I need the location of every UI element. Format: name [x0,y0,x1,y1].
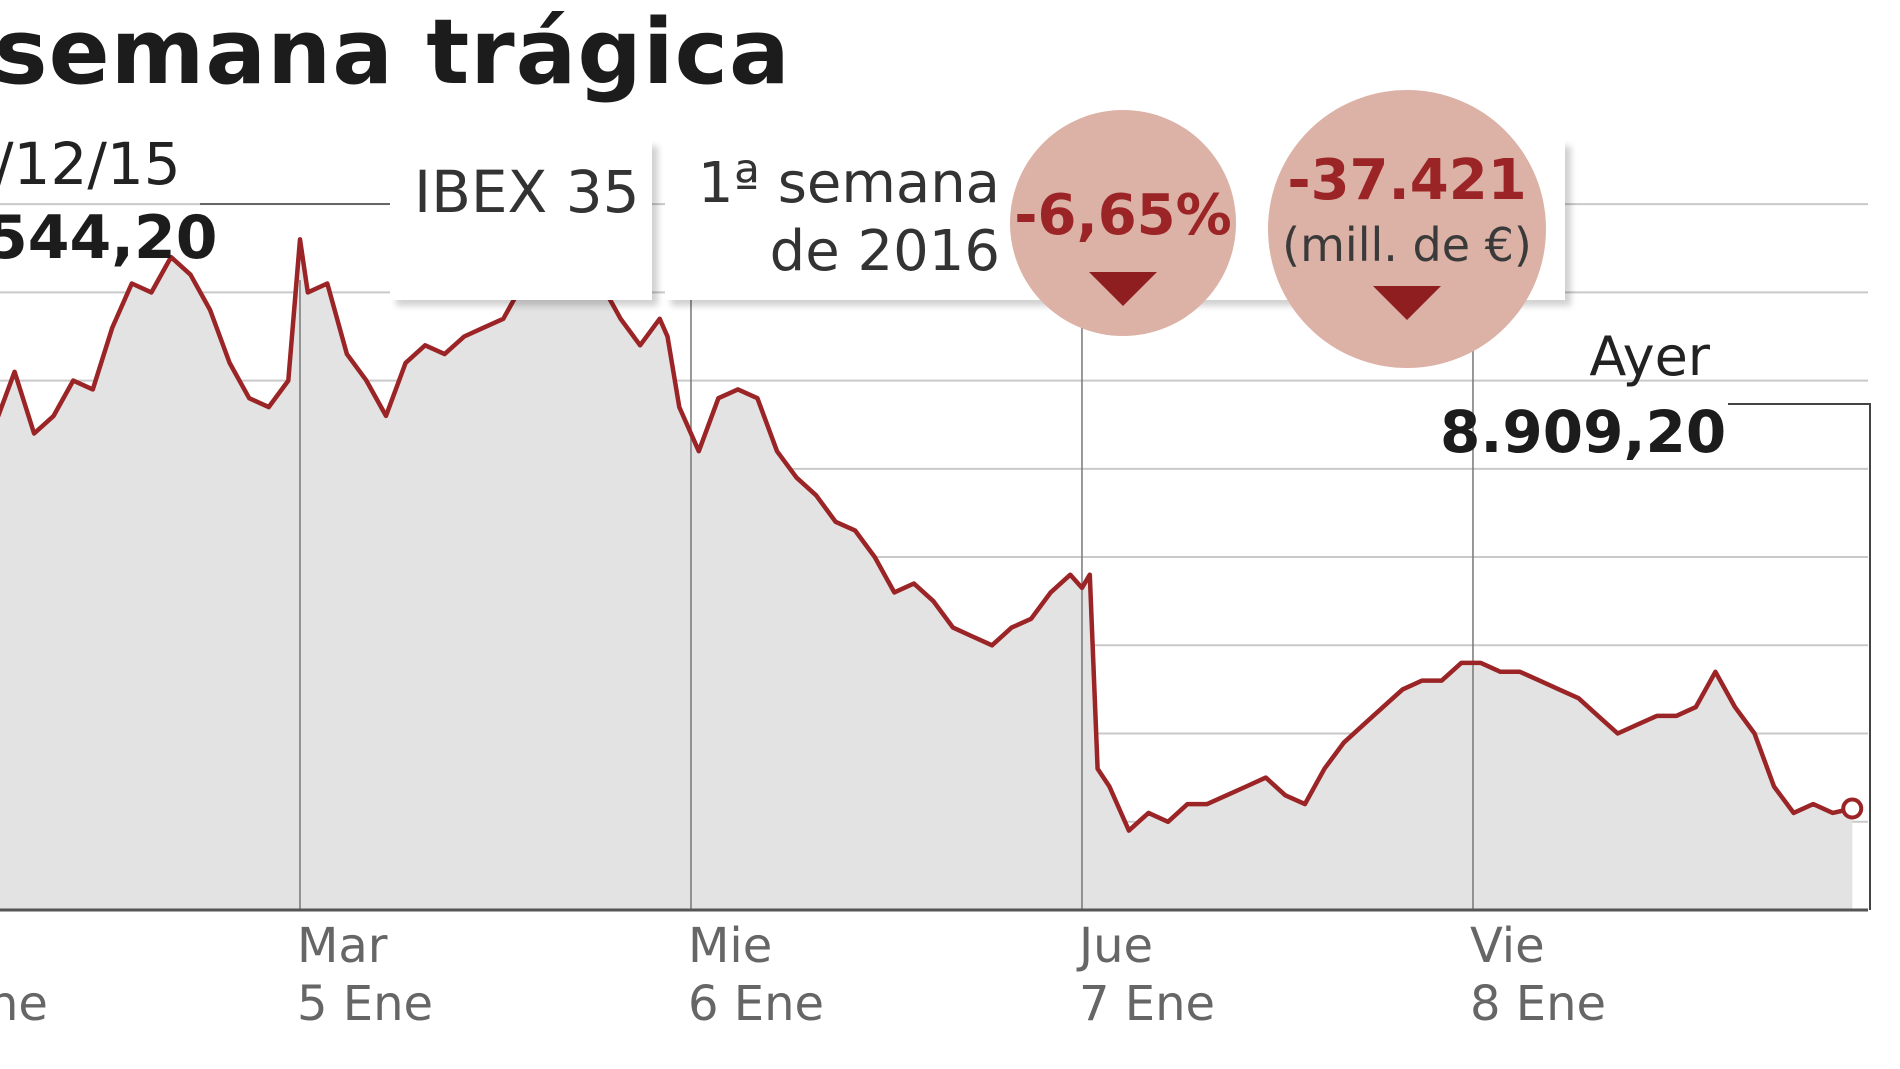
start-date-label: /12/15 [0,130,181,198]
end-value-label: 8.909,20 [1440,398,1727,466]
price-area [0,239,1853,910]
x-tick-date: 5 Ene [296,976,434,1032]
period-line-1: 1ª semana [697,151,1000,216]
end-value-callout-line [1728,403,1871,910]
down-arrow-icon [1089,272,1157,306]
index-info-box [390,140,652,300]
x-tick-date: 8 Ene [1469,976,1607,1032]
cap-change-value: -37.421 [1287,148,1527,213]
day-separators [299,280,1474,910]
x-tick-date: ne [0,976,48,1032]
start-value-label: 544,20 [0,203,218,273]
down-arrow-icon [1373,286,1441,320]
end-label: Ayer [1589,325,1710,388]
x-tick-day: Vie [1469,918,1545,974]
cap-change-unit: (mill. de €) [1282,218,1532,272]
pct-change-value: -6,65% [1014,183,1232,248]
period-label: 1ª semana de 2016 [680,150,1000,286]
last-price-marker [1841,797,1864,820]
chart-title: semana trágica [0,0,791,105]
x-tick-day: Mie [687,918,773,974]
x-tick-day: Mar [296,918,388,974]
cap-change-badge [1268,90,1546,368]
x-tick-date: 6 Ene [687,976,825,1032]
index-name: IBEX 35 [414,158,640,226]
period-line-2: de 2016 [769,219,1000,284]
x-tick-day: Jue [1078,918,1154,974]
price-line [0,237,1853,833]
x-tick-date: 7 Ene [1078,976,1216,1032]
